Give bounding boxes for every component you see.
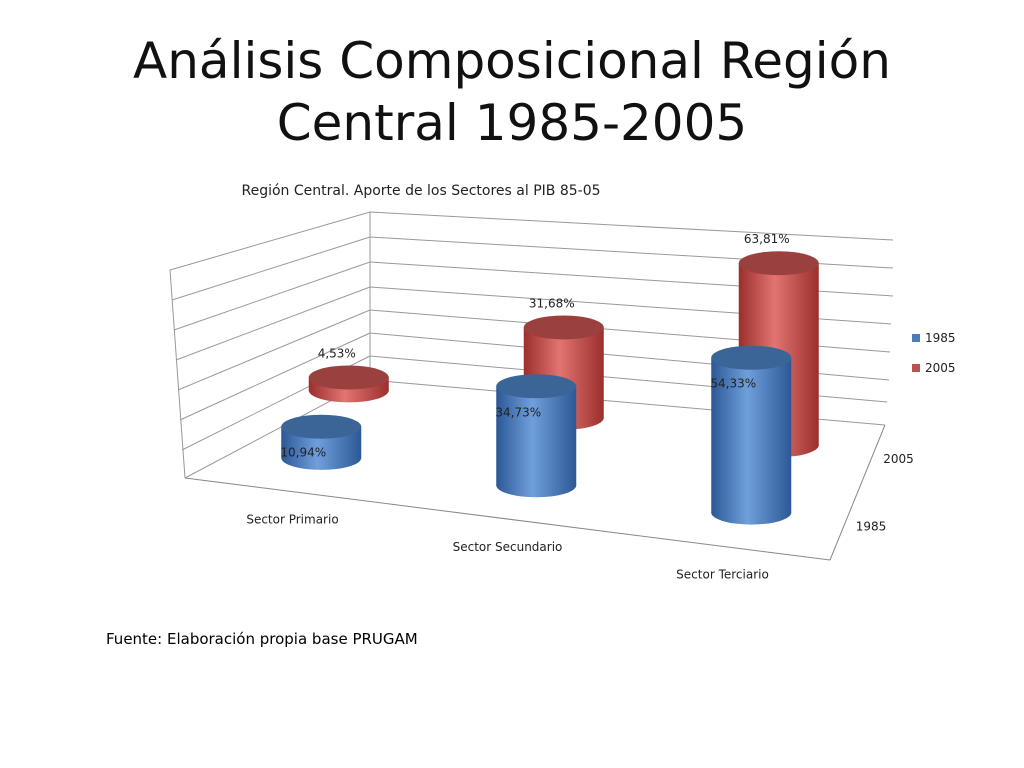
cylinder-top — [738, 251, 819, 276]
legend-label: 1985 — [925, 331, 956, 345]
legend-swatch — [912, 334, 920, 342]
wall-line — [173, 261, 371, 331]
cylinder-top — [523, 315, 604, 340]
data-label: 34,73% — [495, 405, 541, 419]
cylinder-top — [496, 374, 577, 399]
data-label: 4,53% — [318, 347, 356, 361]
data-label: 54,33% — [710, 377, 756, 391]
data-label: 10,94% — [280, 446, 326, 460]
cylinder-top — [711, 345, 792, 370]
legend-label: 2005 — [925, 361, 956, 375]
category-axis — [184, 477, 831, 561]
x-tick-label: Sector Terciario — [676, 567, 769, 581]
x-tick-label: Sector Primario — [246, 513, 338, 527]
cylinder-top — [281, 414, 362, 439]
source-note: Fuente: Elaboración propia base PRUGAM — [106, 630, 418, 648]
wall-outline — [169, 211, 894, 479]
x-tick-label: Sector Secundario — [453, 540, 563, 554]
chart-title: Región Central. Aporte de los Sectores a… — [241, 183, 600, 199]
depth-tick-label: 2005 — [883, 452, 914, 466]
depth-tick-label: 1985 — [856, 519, 887, 533]
legend-swatch — [912, 364, 920, 372]
cylinder-top — [308, 365, 389, 390]
data-label: 31,68% — [529, 296, 575, 310]
wall-line — [179, 332, 371, 421]
bar — [496, 386, 577, 486]
depth-axis — [829, 424, 886, 561]
wall-line — [177, 309, 371, 391]
slide-title: Análisis Composicional Región Central 19… — [133, 32, 891, 152]
wall-line — [175, 286, 371, 361]
bar — [711, 357, 792, 513]
wall-line — [171, 236, 371, 301]
data-label: 63,81% — [744, 232, 790, 246]
